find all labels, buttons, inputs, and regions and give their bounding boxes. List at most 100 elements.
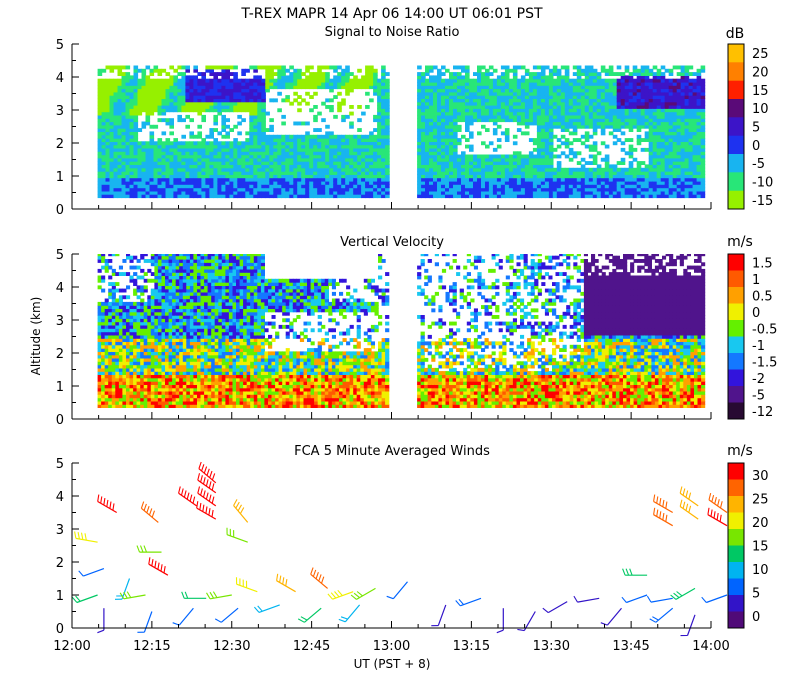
snr-cell: [329, 105, 334, 109]
snr-cell: [572, 177, 578, 182]
snr-cell: [488, 164, 494, 169]
snr-cell: [337, 157, 342, 162]
velocity-cell: [101, 324, 106, 329]
snr-cell: [225, 184, 230, 189]
snr-cell: [624, 88, 630, 93]
snr-cell: [161, 177, 167, 182]
snr-cell: [616, 128, 622, 132]
snr-cell: [608, 177, 614, 182]
snr-cell: [329, 108, 334, 113]
snr-cell: [481, 65, 486, 70]
snr-cell: [381, 81, 386, 86]
snr-cell: [540, 131, 546, 136]
snr-cell: [113, 128, 119, 132]
snr-cell: [377, 134, 382, 139]
snr-cell: [165, 147, 171, 152]
snr-cell: [688, 161, 694, 165]
snr-cell: [277, 161, 282, 165]
snr-cell: [189, 187, 194, 192]
snr-cell: [345, 85, 350, 90]
snr-cell: [696, 154, 702, 159]
snr-cell: [441, 65, 446, 70]
snr-cell: [680, 78, 686, 83]
snr-cell: [652, 105, 658, 109]
snr-cell: [233, 161, 238, 165]
snr-cell: [345, 78, 350, 83]
snr-cell: [520, 101, 526, 106]
snr-cell: [177, 65, 182, 70]
snr-cell: [437, 141, 442, 146]
snr-cell: [305, 68, 310, 73]
snr-cell: [560, 101, 566, 106]
snr-cell: [101, 177, 107, 182]
snr-cell: [429, 85, 434, 90]
snr-cell: [117, 174, 123, 179]
velocity-cell: [111, 367, 116, 372]
velocity-cell: [104, 328, 109, 333]
snr-cell: [225, 147, 230, 152]
snr-cell: [676, 167, 682, 172]
velocity-cell: [111, 285, 116, 290]
snr-cell: [297, 187, 302, 192]
snr-cell: [496, 174, 502, 179]
snr-cell: [600, 101, 606, 106]
snr-cell: [189, 85, 194, 90]
snr-cell: [636, 180, 642, 185]
snr-cell: [125, 108, 131, 113]
snr-cell: [137, 190, 143, 195]
snr-cell: [429, 177, 434, 182]
snr-cell: [441, 108, 446, 113]
snr-cell: [357, 147, 362, 152]
snr-cell: [540, 118, 546, 123]
snr-cell: [377, 131, 382, 136]
snr-cell: [664, 78, 670, 83]
snr-cell: [129, 131, 135, 136]
snr-cell: [632, 180, 638, 185]
snr-cell: [524, 101, 530, 106]
snr-cell: [492, 174, 498, 179]
snr-cell: [568, 180, 574, 185]
snr-cell: [349, 78, 354, 83]
snr-cell: [461, 174, 466, 179]
snr-cell: [361, 157, 366, 162]
snr-cell: [261, 154, 266, 159]
snr-cell: [297, 164, 302, 169]
snr-cell: [461, 180, 466, 185]
snr-cell: [540, 101, 546, 106]
snr-cell: [429, 108, 434, 113]
snr-cell: [524, 154, 530, 159]
snr-cell: [137, 105, 143, 109]
snr-cell: [209, 161, 214, 165]
snr-cell: [656, 147, 662, 152]
snr-cell: [449, 141, 454, 146]
snr-cell: [233, 72, 238, 76]
snr-cell: [485, 174, 490, 179]
snr-cell: [369, 65, 374, 70]
snr-cell: [245, 108, 250, 113]
snr-cell: [508, 171, 514, 175]
snr-cell: [588, 184, 594, 189]
snr-cell: [329, 167, 334, 172]
snr-cell: [153, 171, 159, 175]
snr-cell: [325, 98, 330, 103]
snr-cell: [516, 154, 522, 159]
snr-cell: [556, 111, 562, 116]
snr-cell: [345, 147, 350, 152]
snr-cell: [596, 190, 602, 195]
snr-cell: [628, 78, 634, 83]
snr-cell: [540, 111, 546, 116]
snr-cell: [245, 194, 250, 199]
snr-cell: [169, 171, 174, 175]
snr-cell: [672, 65, 678, 70]
snr-cell: [688, 95, 694, 99]
velocity-cell: [101, 357, 106, 362]
snr-cell: [449, 177, 454, 182]
snr-cell: [145, 85, 151, 90]
snr-cell: [453, 194, 458, 199]
snr-cell: [680, 131, 686, 136]
snr-cell: [385, 180, 390, 185]
snr-cell: [417, 184, 422, 189]
snr-cell: [117, 114, 123, 119]
snr-cell: [221, 184, 226, 189]
snr-cell: [425, 157, 430, 162]
